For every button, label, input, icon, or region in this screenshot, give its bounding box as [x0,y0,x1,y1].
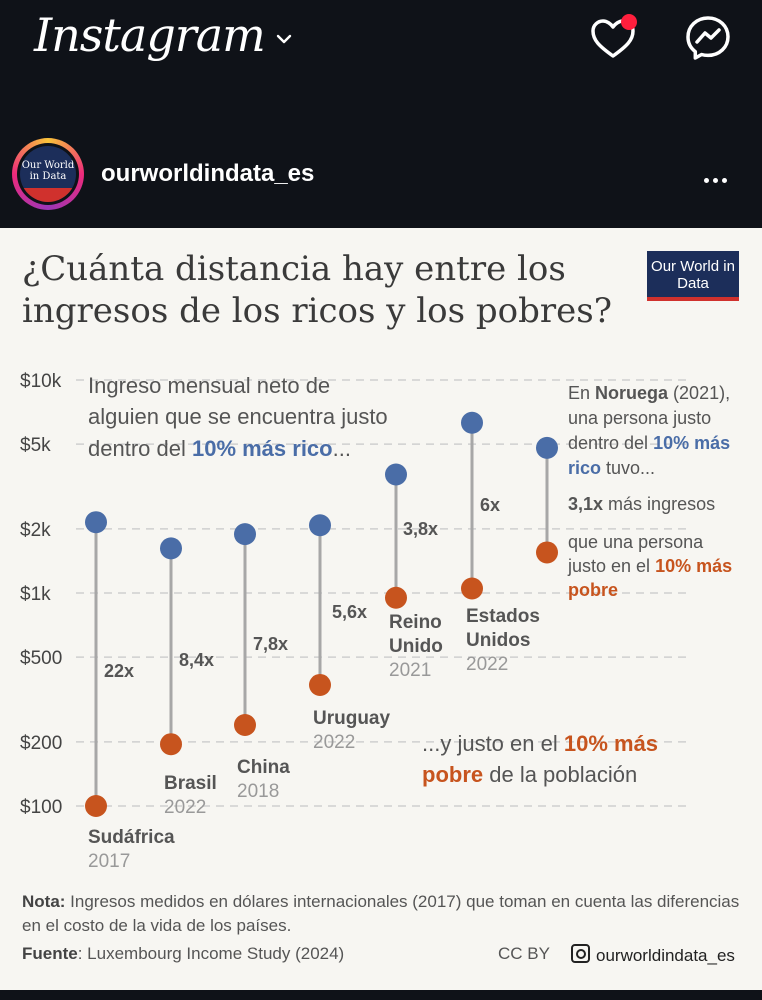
chart-note: Nota: Ingresos medidos en dólares intern… [22,892,740,935]
country-label: Sudáfrica [88,827,175,848]
footer-handle: ourworldindata_es [571,944,735,966]
ratio-label: 7,8x [253,634,288,654]
y-tick-label: $100 [20,797,62,818]
norway-annotation: En Noruega (2021), una persona justo den… [567,383,737,600]
rich-point [160,537,182,560]
y-tick-label: $2k [20,520,51,541]
country-label: Estados [466,606,540,627]
post-image [0,228,762,990]
rich-point [536,436,558,459]
year-label: 2018 [237,781,279,802]
license-text: CC BY [498,944,550,963]
year-label: 2017 [88,851,130,872]
y-tick-label: $5k [20,435,51,456]
rich-point [461,411,483,434]
avatar-text: Our World in Data [21,160,75,182]
ratio-label: 5,6x [332,602,367,622]
heart-icon[interactable] [589,18,637,60]
chart-headline: ¿Cuánta distancia hay entre los ingresos… [22,249,612,331]
year-label: 2022 [313,732,355,753]
country-label-line2: Unido [389,636,443,657]
post-username[interactable]: ourworldindata_es [101,160,315,187]
poor-point [385,586,407,609]
country-label-line2: Unidos [466,630,530,651]
more-options-icon[interactable] [704,170,731,188]
rich-point [309,514,331,537]
year-label: 2022 [466,654,508,675]
post-header [0,128,762,228]
messenger-icon[interactable] [684,14,732,62]
country-label: China [237,757,290,778]
poor-point [234,714,256,737]
poor-point [160,733,182,756]
year-label: 2021 [389,660,431,681]
ratio-label: 8,4x [179,650,214,670]
avatar[interactable]: Our World in Data [17,143,79,205]
rich-point [234,523,256,546]
annotation-top: Ingreso mensual neto de alguien que se e… [88,373,394,461]
y-tick-label: $10k [20,371,62,392]
chevron-down-icon[interactable] [275,30,293,48]
country-label: Brasil [164,773,217,794]
y-tick-label: $200 [20,733,62,754]
annotation-bottom: ...y justo en el 10% más pobre de la pob… [422,731,664,787]
rich-point [85,511,107,534]
rich-point [385,463,407,486]
year-label: 2022 [164,797,206,818]
y-tick-label: $1k [20,584,51,605]
ratio-label: 3,8x [403,519,438,539]
instagram-icon [571,944,590,963]
country-label: Reino [389,612,442,633]
ratio-label: 6x [480,495,500,515]
poor-point [536,541,558,564]
poor-point [85,795,107,817]
poor-point [461,577,483,600]
owid-logo: Our World in Data [647,251,739,301]
notification-dot [621,14,637,30]
country-label: Uruguay [313,708,391,729]
chart-source: Fuente: Luxembourg Income Study (2024) [22,944,345,963]
poor-point [309,673,331,696]
ratio-label: 22x [104,661,134,681]
instagram-logo[interactable]: Instagram [34,8,266,62]
y-tick-label: $500 [20,648,62,669]
